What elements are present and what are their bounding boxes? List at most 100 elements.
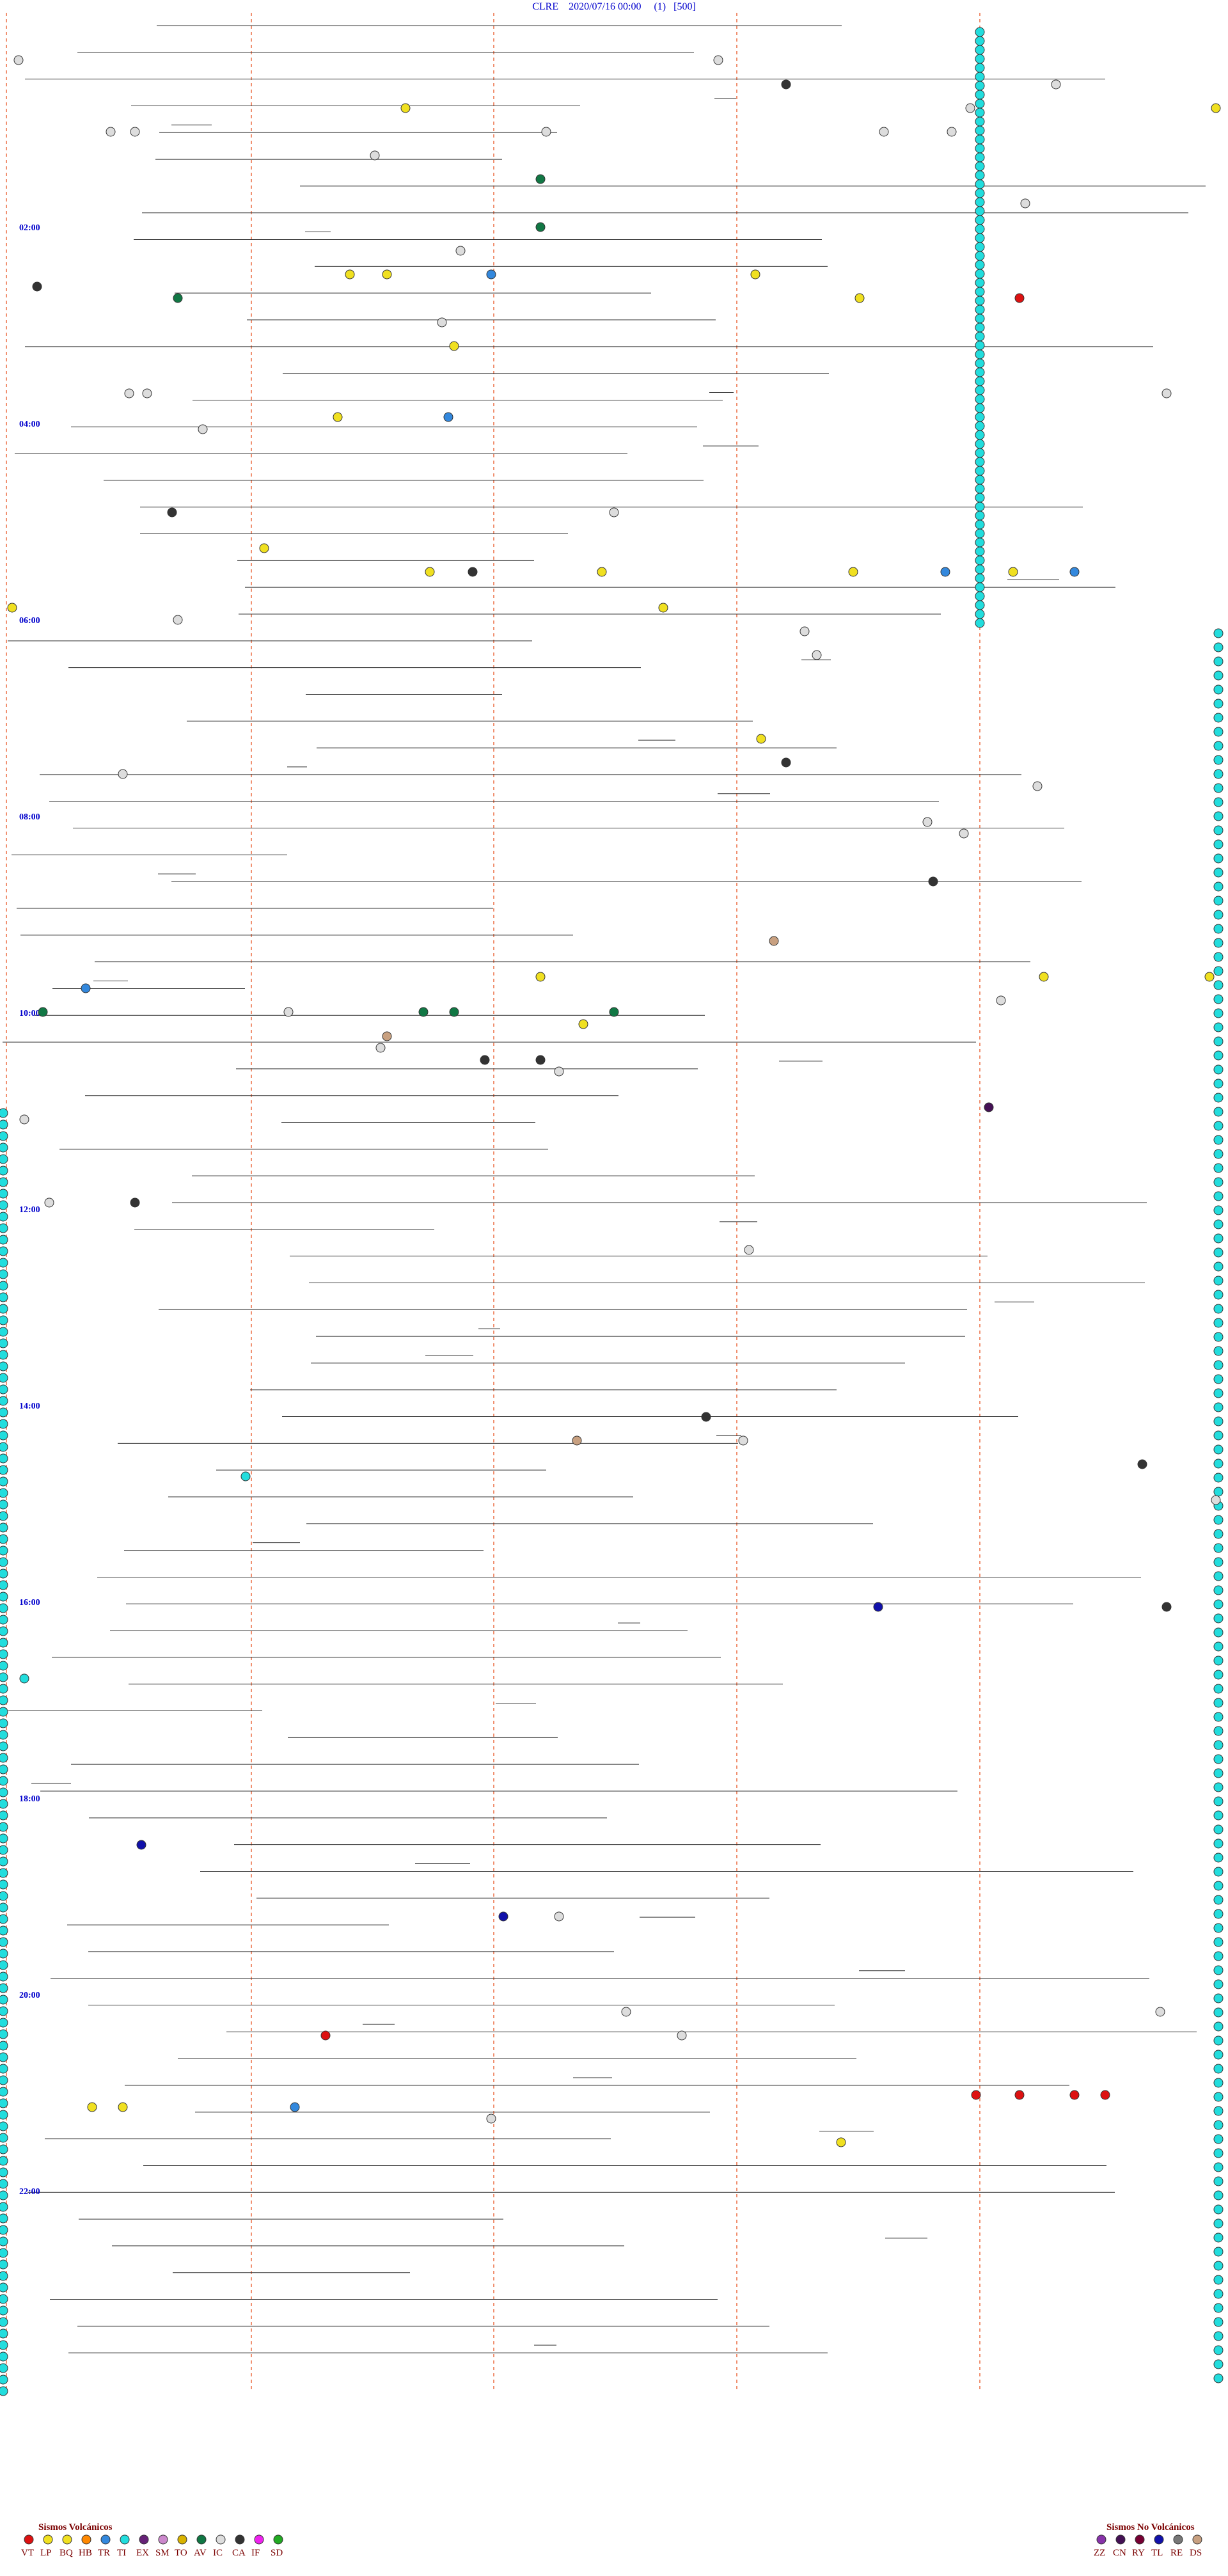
event-marker — [0, 1223, 8, 1233]
event-marker — [975, 430, 985, 440]
event-marker — [975, 448, 985, 458]
event-marker — [959, 828, 969, 839]
event-marker — [975, 385, 985, 395]
legend-code-VT: VT — [21, 2548, 34, 2558]
event-marker — [975, 161, 985, 171]
event-marker — [975, 54, 985, 64]
event-marker — [975, 242, 985, 252]
event-marker — [425, 567, 435, 577]
event-marker — [1213, 1726, 1224, 1736]
event-marker — [0, 1718, 8, 1728]
legend-code-BQ: BQ — [59, 2548, 73, 2558]
event-marker — [854, 293, 865, 303]
event-marker — [1213, 1121, 1224, 1131]
event-marker — [975, 170, 985, 180]
event-marker — [1213, 825, 1224, 835]
event-marker — [1155, 2007, 1165, 2017]
event-marker — [0, 2179, 8, 2189]
event-marker — [836, 2137, 846, 2147]
event-marker — [975, 304, 985, 315]
legend-code-SD: SD — [271, 2548, 283, 2558]
event-marker — [1204, 972, 1215, 982]
event-marker — [0, 2121, 8, 2131]
event-marker — [1213, 1444, 1224, 1455]
event-marker — [621, 2007, 631, 2017]
legend-marker-EX — [139, 2534, 149, 2545]
legend-marker-TR — [100, 2534, 111, 2545]
event-marker — [0, 2064, 8, 2074]
event-marker — [0, 1488, 8, 1498]
event-marker — [1211, 1495, 1221, 1505]
event-marker — [106, 127, 116, 137]
event-marker — [0, 2133, 8, 2143]
event-marker — [0, 1142, 8, 1153]
event-marker — [0, 2305, 8, 2316]
event-marker — [136, 1840, 146, 1850]
event-marker — [1213, 797, 1224, 807]
legend-marker-BQ — [62, 2534, 72, 2545]
event-marker — [873, 1602, 883, 1612]
event-marker — [1213, 1993, 1224, 2003]
event-marker — [975, 528, 985, 539]
event-marker — [0, 1545, 8, 1556]
event-marker — [1213, 1853, 1224, 1863]
event-marker — [1213, 1205, 1224, 1215]
event-marker — [1213, 1515, 1224, 1525]
event-marker — [975, 475, 985, 485]
event-marker — [0, 2386, 8, 2396]
event-marker — [975, 90, 985, 100]
event-marker — [486, 2114, 496, 2124]
event-marker — [609, 1007, 619, 1017]
event-marker — [1213, 1979, 1224, 1989]
event-marker — [1213, 1304, 1224, 1314]
event-marker — [975, 555, 985, 565]
event-marker — [0, 1511, 8, 1521]
event-marker — [0, 1499, 8, 1510]
event-marker — [1213, 1754, 1224, 1764]
event-marker — [44, 1197, 54, 1208]
event-marker — [677, 2030, 687, 2041]
event-marker — [1213, 1585, 1224, 1595]
event-marker — [198, 424, 208, 434]
event-marker — [1213, 769, 1224, 779]
event-marker — [1213, 1233, 1224, 1244]
event-marker — [1213, 966, 1224, 976]
event-marker — [975, 188, 985, 198]
event-marker — [345, 269, 355, 280]
legend-marker-ZZ — [1096, 2534, 1106, 2545]
event-marker — [1213, 839, 1224, 849]
event-marker — [996, 995, 1006, 1006]
event-marker — [975, 296, 985, 306]
event-marker — [0, 2328, 8, 2339]
event-marker — [0, 2282, 8, 2293]
event-marker — [535, 174, 546, 184]
event-marker — [0, 1960, 8, 1970]
event-marker — [1213, 1050, 1224, 1061]
legend-marker-RY — [1135, 2534, 1145, 2545]
hour-label: 04:00 — [19, 420, 40, 429]
legend-marker-TO — [177, 2534, 187, 2545]
event-marker — [400, 103, 411, 113]
event-marker — [1213, 1655, 1224, 1666]
event-marker — [0, 2259, 8, 2270]
event-marker — [375, 1043, 386, 1053]
legend-marker-IF — [254, 2534, 264, 2545]
event-marker — [0, 1925, 8, 1936]
event-marker — [975, 421, 985, 431]
event-marker — [1213, 1627, 1224, 1638]
header-title: CLRE 2020/07/16 00:00 (1) [500] — [0, 1, 1228, 13]
event-marker — [118, 769, 128, 779]
event-marker — [0, 2110, 8, 2120]
event-marker — [1213, 783, 1224, 793]
event-marker — [1032, 781, 1043, 791]
event-marker — [32, 281, 42, 292]
legend-code-AV: AV — [194, 2548, 207, 2558]
event-marker — [1213, 727, 1224, 737]
event-marker — [0, 1177, 8, 1187]
event-marker — [1213, 1487, 1224, 1497]
event-marker — [0, 2167, 8, 2177]
event-marker — [118, 2102, 128, 2112]
legend-nonvolcanic-title: Sismos No Volcánicos — [1106, 2522, 1195, 2533]
event-marker — [0, 1937, 8, 1947]
event-marker — [0, 1569, 8, 1579]
